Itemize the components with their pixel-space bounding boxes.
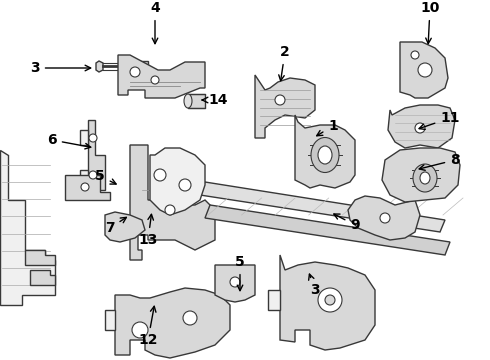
Polygon shape: [280, 255, 375, 350]
Text: 3: 3: [309, 274, 320, 297]
Polygon shape: [205, 205, 450, 255]
Ellipse shape: [184, 94, 192, 108]
Circle shape: [130, 67, 140, 77]
Text: 5: 5: [235, 255, 245, 291]
Ellipse shape: [318, 146, 332, 164]
Ellipse shape: [413, 164, 437, 192]
Polygon shape: [65, 175, 110, 200]
Polygon shape: [105, 212, 145, 242]
Circle shape: [89, 134, 97, 142]
Polygon shape: [105, 310, 115, 330]
Circle shape: [179, 179, 191, 191]
Polygon shape: [80, 130, 88, 145]
Polygon shape: [295, 115, 355, 188]
Polygon shape: [80, 170, 88, 185]
Circle shape: [151, 76, 159, 84]
Circle shape: [183, 311, 197, 325]
Polygon shape: [268, 290, 280, 310]
Polygon shape: [140, 61, 148, 72]
Text: 6: 6: [47, 133, 91, 149]
Circle shape: [81, 183, 89, 191]
Polygon shape: [130, 145, 215, 260]
Text: 11: 11: [419, 111, 460, 130]
Text: 3: 3: [30, 61, 91, 75]
Polygon shape: [215, 265, 255, 302]
Circle shape: [325, 295, 335, 305]
Circle shape: [380, 213, 390, 223]
Text: 10: 10: [420, 1, 440, 44]
Text: 1: 1: [317, 119, 338, 136]
Polygon shape: [188, 94, 205, 108]
Polygon shape: [88, 120, 105, 198]
Circle shape: [230, 277, 240, 287]
Polygon shape: [348, 196, 420, 240]
Polygon shape: [255, 75, 315, 138]
Text: 4: 4: [150, 1, 160, 44]
Polygon shape: [382, 148, 460, 202]
Polygon shape: [30, 270, 55, 285]
Circle shape: [165, 205, 175, 215]
Circle shape: [418, 63, 432, 77]
Polygon shape: [115, 288, 230, 358]
Text: 5: 5: [95, 169, 116, 184]
Ellipse shape: [420, 172, 430, 184]
Circle shape: [318, 288, 342, 312]
Circle shape: [411, 51, 419, 59]
Polygon shape: [388, 105, 455, 148]
Text: 2: 2: [279, 45, 290, 81]
Circle shape: [275, 95, 285, 105]
Polygon shape: [96, 61, 103, 72]
Polygon shape: [400, 42, 448, 98]
Text: 12: 12: [138, 306, 158, 347]
Polygon shape: [0, 150, 55, 305]
Polygon shape: [200, 182, 445, 232]
Ellipse shape: [311, 138, 339, 172]
Polygon shape: [150, 148, 205, 215]
Circle shape: [415, 123, 425, 133]
Text: 7: 7: [105, 217, 126, 235]
Polygon shape: [118, 55, 205, 98]
Circle shape: [89, 171, 97, 179]
Text: 8: 8: [419, 153, 460, 170]
Text: 9: 9: [334, 214, 360, 232]
Text: 14: 14: [202, 93, 228, 107]
Circle shape: [132, 322, 148, 338]
Circle shape: [154, 169, 166, 181]
Polygon shape: [25, 250, 55, 265]
Text: 13: 13: [138, 214, 158, 247]
